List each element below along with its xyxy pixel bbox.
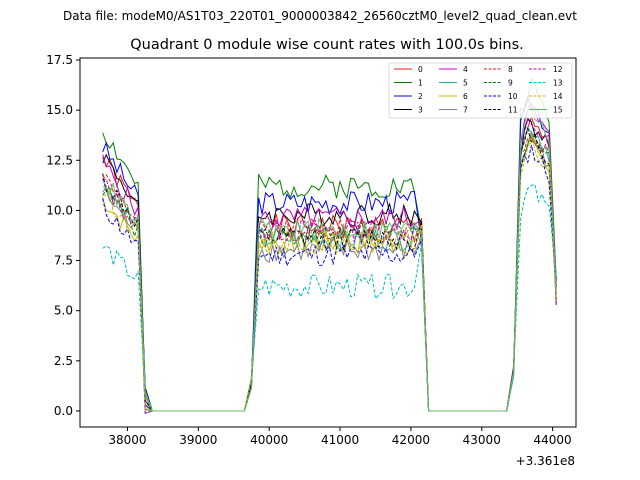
legend-label-6: 6 (463, 92, 468, 101)
legend-label-15: 15 (553, 106, 563, 115)
y-tick-label: 0.0 (54, 404, 73, 418)
x-tick-label: 40000 (250, 433, 288, 447)
legend-box (388, 62, 573, 119)
x-axis: 38000 39000 40000 41000 42000 43000 44000 (108, 427, 572, 447)
series-line-12 (102, 118, 557, 414)
legend-label-0: 0 (418, 65, 423, 74)
legend-label-10: 10 (508, 92, 518, 101)
data-file-line: Data file: modeM0/AS1T03_220T01_90000038… (63, 9, 577, 23)
legend-label-4: 4 (463, 65, 468, 74)
y-tick-label: 10.0 (46, 203, 73, 217)
legend-label-11: 11 (508, 106, 518, 115)
series-line-4 (102, 102, 557, 412)
chart-title: Quadrant 0 module wise count rates with … (130, 37, 524, 53)
legend-label-9: 9 (508, 79, 513, 88)
x-tick-label: 39000 (179, 433, 217, 447)
series-line-2 (102, 95, 557, 412)
x-offset-label: +3.361e8 (516, 454, 575, 468)
series-line-5 (102, 125, 557, 415)
x-tick-label: 43000 (463, 433, 501, 447)
axes-frame (79, 57, 577, 428)
y-tick-label: 2.5 (54, 354, 73, 368)
legend-label-8: 8 (508, 65, 513, 74)
x-tick-label: 42000 (392, 433, 430, 447)
series-line-11 (102, 126, 557, 412)
x-tick-label: 44000 (534, 433, 572, 447)
series-line-6 (102, 138, 557, 412)
y-tick-label: 17.5 (46, 53, 73, 67)
legend-label-13: 13 (553, 79, 563, 88)
y-tick-label: 7.5 (54, 254, 73, 268)
legend-label-3: 3 (418, 106, 423, 115)
legend-label-2: 2 (418, 92, 423, 101)
y-axis: 0.0 2.5 5.0 7.5 10.0 12.5 15.0 17.5 (46, 53, 80, 418)
series-line-0 (102, 115, 557, 412)
legend-label-14: 14 (553, 92, 563, 101)
legend-label-7: 7 (463, 106, 468, 115)
legend-label-12: 12 (553, 65, 563, 74)
x-tick-label: 41000 (321, 433, 359, 447)
series-line-14 (102, 133, 557, 412)
legend-label-5: 5 (463, 79, 468, 88)
series-line-7 (102, 130, 557, 412)
plot-area (102, 77, 557, 415)
series-line-3 (102, 117, 557, 412)
series-line-9 (102, 134, 557, 412)
y-tick-label: 5.0 (54, 304, 73, 318)
legend-label-1: 1 (418, 79, 423, 88)
y-tick-label: 12.5 (46, 153, 73, 167)
y-tick-label: 15.0 (46, 103, 73, 117)
x-tick-label: 38000 (108, 433, 146, 447)
series-line-8 (102, 137, 557, 412)
series-line-15 (102, 108, 557, 412)
